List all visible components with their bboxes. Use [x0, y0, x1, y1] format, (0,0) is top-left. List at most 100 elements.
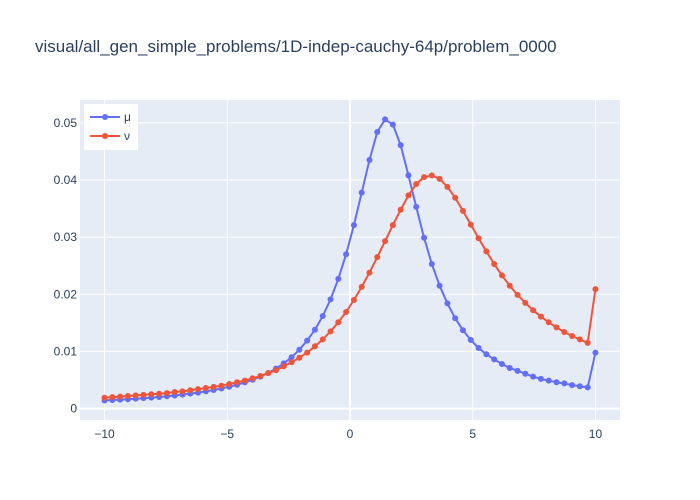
data-point [428, 172, 435, 179]
data-point [366, 157, 373, 163]
data-point [288, 354, 295, 361]
legend-item[interactable]: μ [90, 110, 131, 124]
data-point [514, 291, 521, 298]
data-point [304, 349, 311, 356]
data-point [389, 121, 396, 128]
data-point [148, 391, 155, 398]
data-point [436, 175, 443, 182]
data-point [444, 183, 451, 190]
data-point [358, 189, 365, 196]
data-point [202, 385, 209, 391]
data-point [491, 356, 498, 363]
data-point [335, 319, 342, 326]
data-point [366, 269, 373, 276]
data-point [483, 351, 490, 358]
data-point [156, 390, 163, 397]
data-point [405, 172, 412, 179]
data-point [592, 286, 599, 293]
data-point [475, 235, 482, 242]
data-point [576, 336, 583, 343]
data-point [327, 296, 334, 303]
data-point [109, 394, 116, 401]
data-point [195, 386, 202, 393]
x-tick-label: 10 [589, 427, 603, 441]
data-point [413, 181, 420, 187]
data-point [140, 391, 147, 398]
data-point [545, 319, 552, 326]
data-point [506, 282, 513, 289]
data-point [210, 383, 217, 390]
grid-lines [80, 100, 620, 420]
data-point [101, 394, 108, 401]
legend-label: ν [124, 129, 130, 143]
data-point [545, 377, 552, 384]
data-point [374, 129, 381, 135]
data-point [452, 315, 459, 322]
x-tick-label: 0 [347, 427, 354, 441]
data-point [304, 337, 311, 344]
data-point [280, 363, 287, 370]
data-point [514, 367, 521, 374]
x-tick-label: −10 [94, 427, 115, 441]
data-point [444, 300, 451, 307]
data-point [296, 346, 303, 353]
legend-item[interactable]: ν [90, 129, 130, 143]
data-point [374, 254, 381, 261]
data-point [179, 388, 186, 395]
data-point [491, 261, 498, 267]
data-point [467, 221, 474, 228]
data-point [553, 379, 560, 386]
legend-marker-swatch [102, 133, 108, 139]
data-point [343, 251, 350, 258]
data-point [506, 365, 513, 371]
data-point [428, 261, 435, 267]
data-point [421, 174, 428, 181]
series-line [104, 174, 597, 399]
data-point [319, 313, 326, 319]
legend[interactable]: μν [84, 104, 138, 150]
data-point [483, 248, 490, 255]
y-tick-label: 0.04 [54, 173, 78, 187]
tick-labels: −10 −5 0 5 10 0 0.01 0.02 0.03 0.04 0.05 [54, 116, 603, 441]
series-layer [101, 116, 599, 404]
data-point [592, 349, 599, 356]
data-point [350, 297, 357, 303]
data-point [413, 203, 420, 210]
data-point [296, 354, 303, 361]
data-point [117, 393, 124, 400]
data-point [467, 337, 474, 343]
data-point [569, 333, 576, 339]
data-point [382, 116, 389, 123]
data-point [226, 381, 233, 387]
data-point [498, 272, 505, 279]
data-point [335, 275, 342, 282]
data-point [311, 343, 318, 350]
data-point [522, 299, 529, 306]
data-point [272, 367, 279, 374]
data-point [421, 234, 428, 241]
data-point [319, 336, 326, 343]
data-point [522, 370, 529, 377]
series-mu [101, 116, 599, 404]
data-point [584, 339, 591, 346]
data-point [561, 380, 568, 387]
y-tick-label: 0 [70, 402, 77, 416]
data-point [584, 384, 591, 391]
data-point [530, 373, 537, 380]
x-tick-label: −5 [220, 427, 234, 441]
data-point [389, 222, 396, 229]
data-point [350, 222, 357, 229]
data-point [569, 382, 576, 389]
data-point [218, 382, 225, 389]
data-point [459, 207, 466, 214]
data-point [265, 370, 272, 377]
data-point [171, 389, 178, 395]
data-point [358, 283, 365, 290]
data-point [382, 238, 389, 245]
data-point [537, 313, 544, 320]
data-point [327, 328, 334, 335]
data-point [343, 309, 350, 315]
legend-box [84, 104, 138, 150]
data-point [163, 390, 170, 397]
data-point [124, 393, 131, 399]
